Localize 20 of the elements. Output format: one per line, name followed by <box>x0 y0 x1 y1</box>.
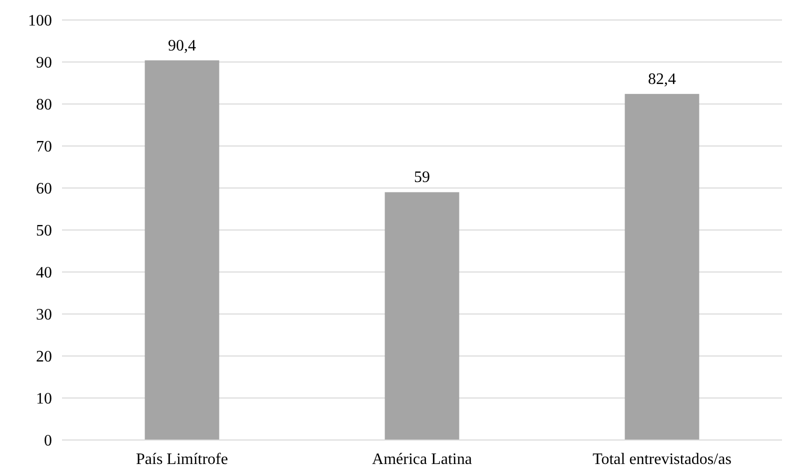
y-tick-label: 90 <box>36 54 52 72</box>
data-label: 82,4 <box>648 70 676 88</box>
bar <box>624 94 700 440</box>
x-tick-label: País Limítrofe <box>136 451 228 468</box>
y-tick-label: 50 <box>36 222 52 240</box>
bar <box>144 60 220 440</box>
y-tick-label: 100 <box>28 12 52 30</box>
y-tick-label: 10 <box>36 390 52 408</box>
y-tick-label: 30 <box>36 306 52 324</box>
data-label: 59 <box>414 169 430 186</box>
data-label: 90,4 <box>168 37 196 54</box>
bar <box>384 192 460 440</box>
y-tick-label: 60 <box>36 180 52 198</box>
x-tick-label: América Latina <box>372 451 472 468</box>
y-tick-label: 40 <box>36 264 52 282</box>
x-tick-label: Total entrevistados/as <box>592 451 732 468</box>
y-tick-label: 20 <box>36 348 52 366</box>
y-tick-label: 0 <box>44 432 52 450</box>
y-tick-label: 70 <box>36 138 52 156</box>
y-tick-label: 80 <box>36 96 52 114</box>
